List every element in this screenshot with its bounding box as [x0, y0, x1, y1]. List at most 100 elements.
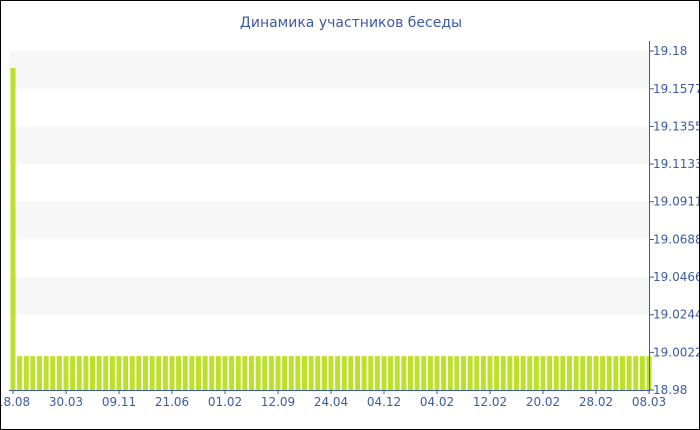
- bar: [182, 356, 188, 390]
- bar: [567, 356, 572, 390]
- bar: [268, 356, 274, 390]
- bar: [262, 356, 268, 390]
- bar: [90, 356, 95, 390]
- bar: [613, 356, 619, 390]
- bar: [600, 356, 606, 390]
- bar: [37, 356, 42, 390]
- bar: [116, 356, 122, 390]
- x-tick-label: 30.03: [49, 395, 83, 409]
- bar: [434, 356, 440, 390]
- bar: [222, 356, 228, 390]
- bar: [282, 356, 288, 390]
- y-tick-label: 19.18: [653, 44, 687, 58]
- bar: [202, 356, 208, 390]
- bar: [30, 356, 36, 390]
- bar: [109, 356, 115, 390]
- bar: [315, 356, 321, 390]
- y-tick-label: 18.98: [653, 383, 687, 397]
- bar: [328, 356, 334, 390]
- bar: [123, 356, 129, 390]
- bar: [540, 356, 546, 390]
- bar: [520, 356, 526, 390]
- bar: [189, 356, 195, 390]
- bar: [242, 356, 248, 390]
- bar: [533, 356, 539, 390]
- bar: [461, 356, 466, 390]
- bar: [388, 356, 394, 390]
- bar: [454, 356, 460, 390]
- bar: [606, 356, 612, 390]
- bar: [70, 356, 76, 390]
- x-tick-label: 12.09: [261, 395, 295, 409]
- bar: [10, 67, 16, 390]
- x-tick-label: 12.02: [473, 395, 507, 409]
- bar: [421, 356, 427, 390]
- bar: [50, 356, 56, 390]
- grid-band: [9, 201, 649, 240]
- bar: [447, 356, 453, 390]
- bar: [129, 356, 135, 390]
- x-tick-label: 09.11: [102, 395, 136, 409]
- bar: [275, 356, 281, 390]
- bar: [547, 356, 553, 390]
- y-tick-label: 19.1577: [653, 82, 700, 96]
- y-tick-label: 19.1133: [653, 157, 700, 171]
- bar: [136, 356, 142, 390]
- bar: [149, 356, 155, 390]
- bar: [103, 356, 109, 390]
- bar: [441, 356, 447, 390]
- bar: [427, 356, 433, 390]
- bar: [56, 356, 62, 390]
- x-tick-label: 18.08: [1, 395, 30, 409]
- bar: [580, 356, 586, 390]
- bar: [76, 356, 82, 390]
- bar: [143, 356, 148, 390]
- bar: [374, 356, 380, 390]
- x-tick-label: 04.12: [367, 395, 401, 409]
- bar: [321, 356, 327, 390]
- bar: [17, 356, 23, 390]
- chart-title: Динамика участников беседы: [239, 15, 463, 31]
- bar: [255, 356, 261, 390]
- x-tick-label: 21.06: [155, 395, 189, 409]
- y-tick-label: 19.0911: [653, 195, 700, 209]
- bar: [394, 356, 400, 390]
- bar: [156, 356, 162, 390]
- bar: [302, 356, 307, 390]
- bar: [467, 356, 473, 390]
- bar: [335, 356, 341, 390]
- bar: [381, 356, 387, 390]
- x-tick-label: 04.02: [420, 395, 454, 409]
- bar: [361, 356, 367, 390]
- bar: [249, 356, 254, 390]
- x-tick-label: 01.02: [208, 395, 242, 409]
- bar: [229, 356, 235, 390]
- grid-band: [9, 126, 649, 165]
- bar: [196, 356, 201, 390]
- bar: [474, 356, 480, 390]
- bar: [639, 356, 645, 390]
- bar: [176, 356, 182, 390]
- bar: [620, 356, 625, 390]
- bar: [480, 356, 486, 390]
- y-tick-label: 19.1355: [653, 119, 700, 133]
- bar: [288, 356, 294, 390]
- x-tick-label: 28.02: [579, 395, 613, 409]
- bar: [295, 356, 301, 390]
- bar: [560, 356, 566, 390]
- bar: [487, 356, 493, 390]
- bar: [83, 356, 89, 390]
- bar: [586, 356, 592, 390]
- bar: [527, 356, 533, 390]
- y-tick-label: 19.0244: [653, 308, 700, 322]
- bar: [494, 356, 500, 390]
- bar: [215, 356, 221, 390]
- bar: [23, 356, 29, 390]
- x-tick-label: 08.03: [632, 395, 666, 409]
- bar: [593, 356, 599, 390]
- bar: [235, 356, 241, 390]
- y-tick-label: 19.0022: [653, 345, 700, 359]
- bar: [169, 356, 175, 390]
